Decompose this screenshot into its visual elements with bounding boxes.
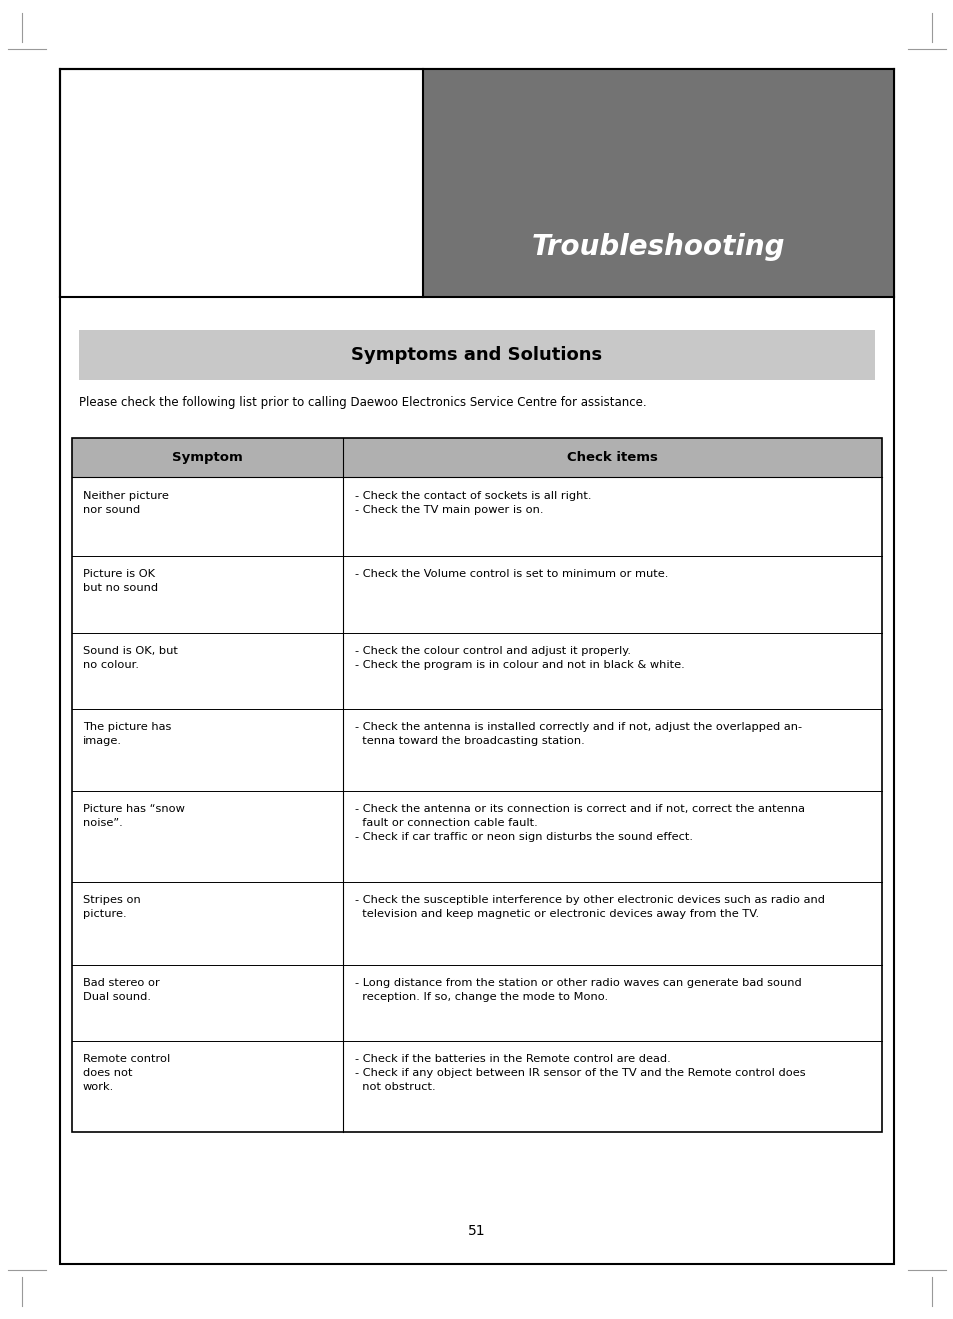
Bar [60,69,893,1264]
Text: - Check the colour control and adjust it properly.
- Check the program is in col: - Check the colour control and adjust it… [355,646,683,670]
Text: - Check the antenna or its connection is correct and if not, correct the antenna: - Check the antenna or its connection is… [355,805,803,843]
Text: Check items: Check items [567,451,658,464]
Text: - Check the antenna is installed correctly and if not, adjust the overlapped an-: - Check the antenna is installed correct… [355,721,801,747]
Text: Stripes on
picture.: Stripes on picture. [83,896,141,919]
Bar [422,69,893,297]
Text: - Long distance from the station or other radio waves can generate bad sound
  r: - Long distance from the station or othe… [355,977,801,1001]
Bar [71,438,882,1132]
Text: The picture has
image.: The picture has image. [83,721,172,747]
Text: - Check the susceptible interference by other electronic devices such as radio a: - Check the susceptible interference by … [355,896,823,919]
Text: Please check the following list prior to calling Daewoo Electronics Service Cent: Please check the following list prior to… [79,396,646,409]
Text: Symptoms and Solutions: Symptoms and Solutions [351,346,602,364]
Text: Troubleshooting: Troubleshooting [531,232,784,261]
Text: 51: 51 [468,1224,485,1237]
Text: - Check the contact of sockets is all right.
- Check the TV main power is on.: - Check the contact of sockets is all ri… [355,491,591,514]
Text: Symptom: Symptom [172,451,242,464]
Text: - Check the Volume control is set to minimum or mute.: - Check the Volume control is set to min… [355,570,667,579]
Text: Sound is OK, but
no colour.: Sound is OK, but no colour. [83,646,177,670]
Text: Neither picture
nor sound: Neither picture nor sound [83,491,169,514]
Text: - Check if the batteries in the Remote control are dead.
- Check if any object b: - Check if the batteries in the Remote c… [355,1054,804,1092]
Text: Remote control
does not
work.: Remote control does not work. [83,1054,170,1092]
Bar [71,438,882,477]
Text: Picture is OK
but no sound: Picture is OK but no sound [83,570,158,594]
Bar [79,330,874,380]
Text: Bad stereo or
Dual sound.: Bad stereo or Dual sound. [83,977,159,1001]
Text: Picture has “snow
noise”.: Picture has “snow noise”. [83,805,185,828]
